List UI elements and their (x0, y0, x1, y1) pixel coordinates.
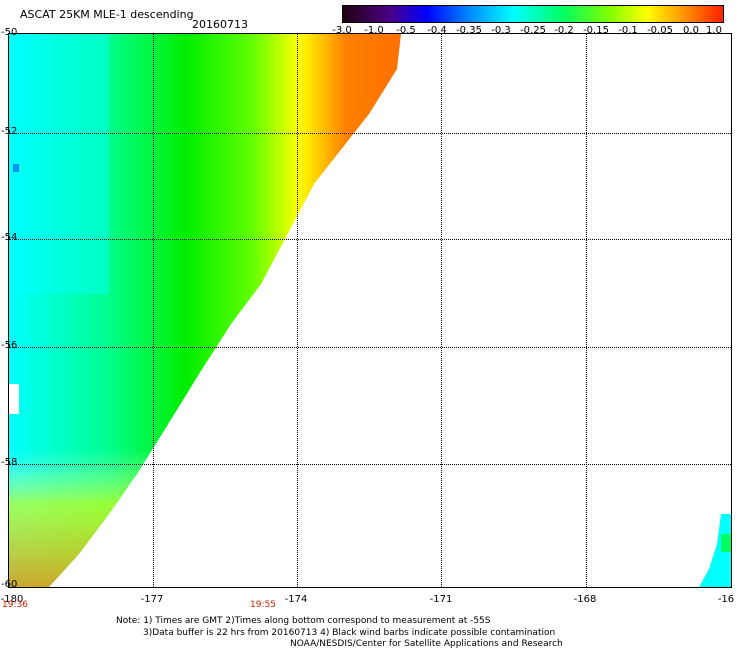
lat-label: -50 (1, 27, 18, 38)
colorbar-tick: -0.25 (520, 25, 546, 36)
lat-label: -58 (1, 457, 18, 468)
colorbar-tick: -0.05 (647, 25, 673, 36)
grid-line-lon (441, 34, 442, 587)
colorbar-tick: 0.0 (683, 25, 699, 36)
lon-label: -16 (717, 594, 735, 605)
lat-label: -56 (1, 340, 18, 351)
grid-line-lat (9, 133, 731, 134)
lon-label: -171 (429, 594, 453, 605)
colorbar-gradient (342, 5, 724, 23)
note-line-3: NOAA/NESDIS/Center for Satellite Applica… (290, 639, 563, 649)
grid-line-lat (9, 347, 731, 348)
grid-line-lon (153, 34, 154, 587)
lon-label: -180 (0, 594, 24, 605)
colorbar-tick: -1.0 (364, 25, 384, 36)
lat-label: -54 (1, 232, 18, 243)
colorbar-tick: -0.1 (618, 25, 638, 36)
grid-line-lat (9, 464, 731, 465)
colorbar-tick: -0.2 (554, 25, 574, 36)
lon-label: -177 (140, 594, 164, 605)
map-plot-area: -50 -52 -54 -56 -58 -60 (1, 27, 732, 590)
swath-data (9, 34, 731, 587)
note-line-2: 3)Data buffer is 22 hrs from 20160713 4)… (143, 628, 556, 638)
time-label: 19:36 (2, 600, 28, 610)
colorbar-tick: 1.0 (706, 25, 722, 36)
colorbar-tick: -3.0 (332, 25, 352, 36)
map-date: 20160713 (192, 18, 248, 31)
map-title: ASCAT 25KM MLE-1 descending (20, 8, 194, 21)
lon-label: -174 (284, 594, 308, 605)
grid-line-lon (297, 34, 298, 587)
lat-label: -52 (1, 126, 18, 137)
time-label: 19:55 (250, 600, 276, 610)
note-line-1: Note: 1) Times are GMT 2)Times along bot… (116, 616, 491, 626)
colorbar-tick: -0.3 (491, 25, 511, 36)
colorbar-tick: -0.5 (396, 25, 416, 36)
grid-line-lat (9, 239, 731, 240)
colorbar: -3.0 -1.0 -0.5 -0.4 -0.35 -0.3 -0.25 -0.… (332, 5, 724, 41)
colorbar-tick: -0.35 (456, 25, 482, 36)
lat-label: -60 (1, 579, 18, 590)
lon-label: -168 (573, 594, 597, 605)
colorbar-tick: -0.4 (427, 25, 447, 36)
colorbar-tick: -0.15 (583, 25, 609, 36)
grid-line-lon (586, 34, 587, 587)
